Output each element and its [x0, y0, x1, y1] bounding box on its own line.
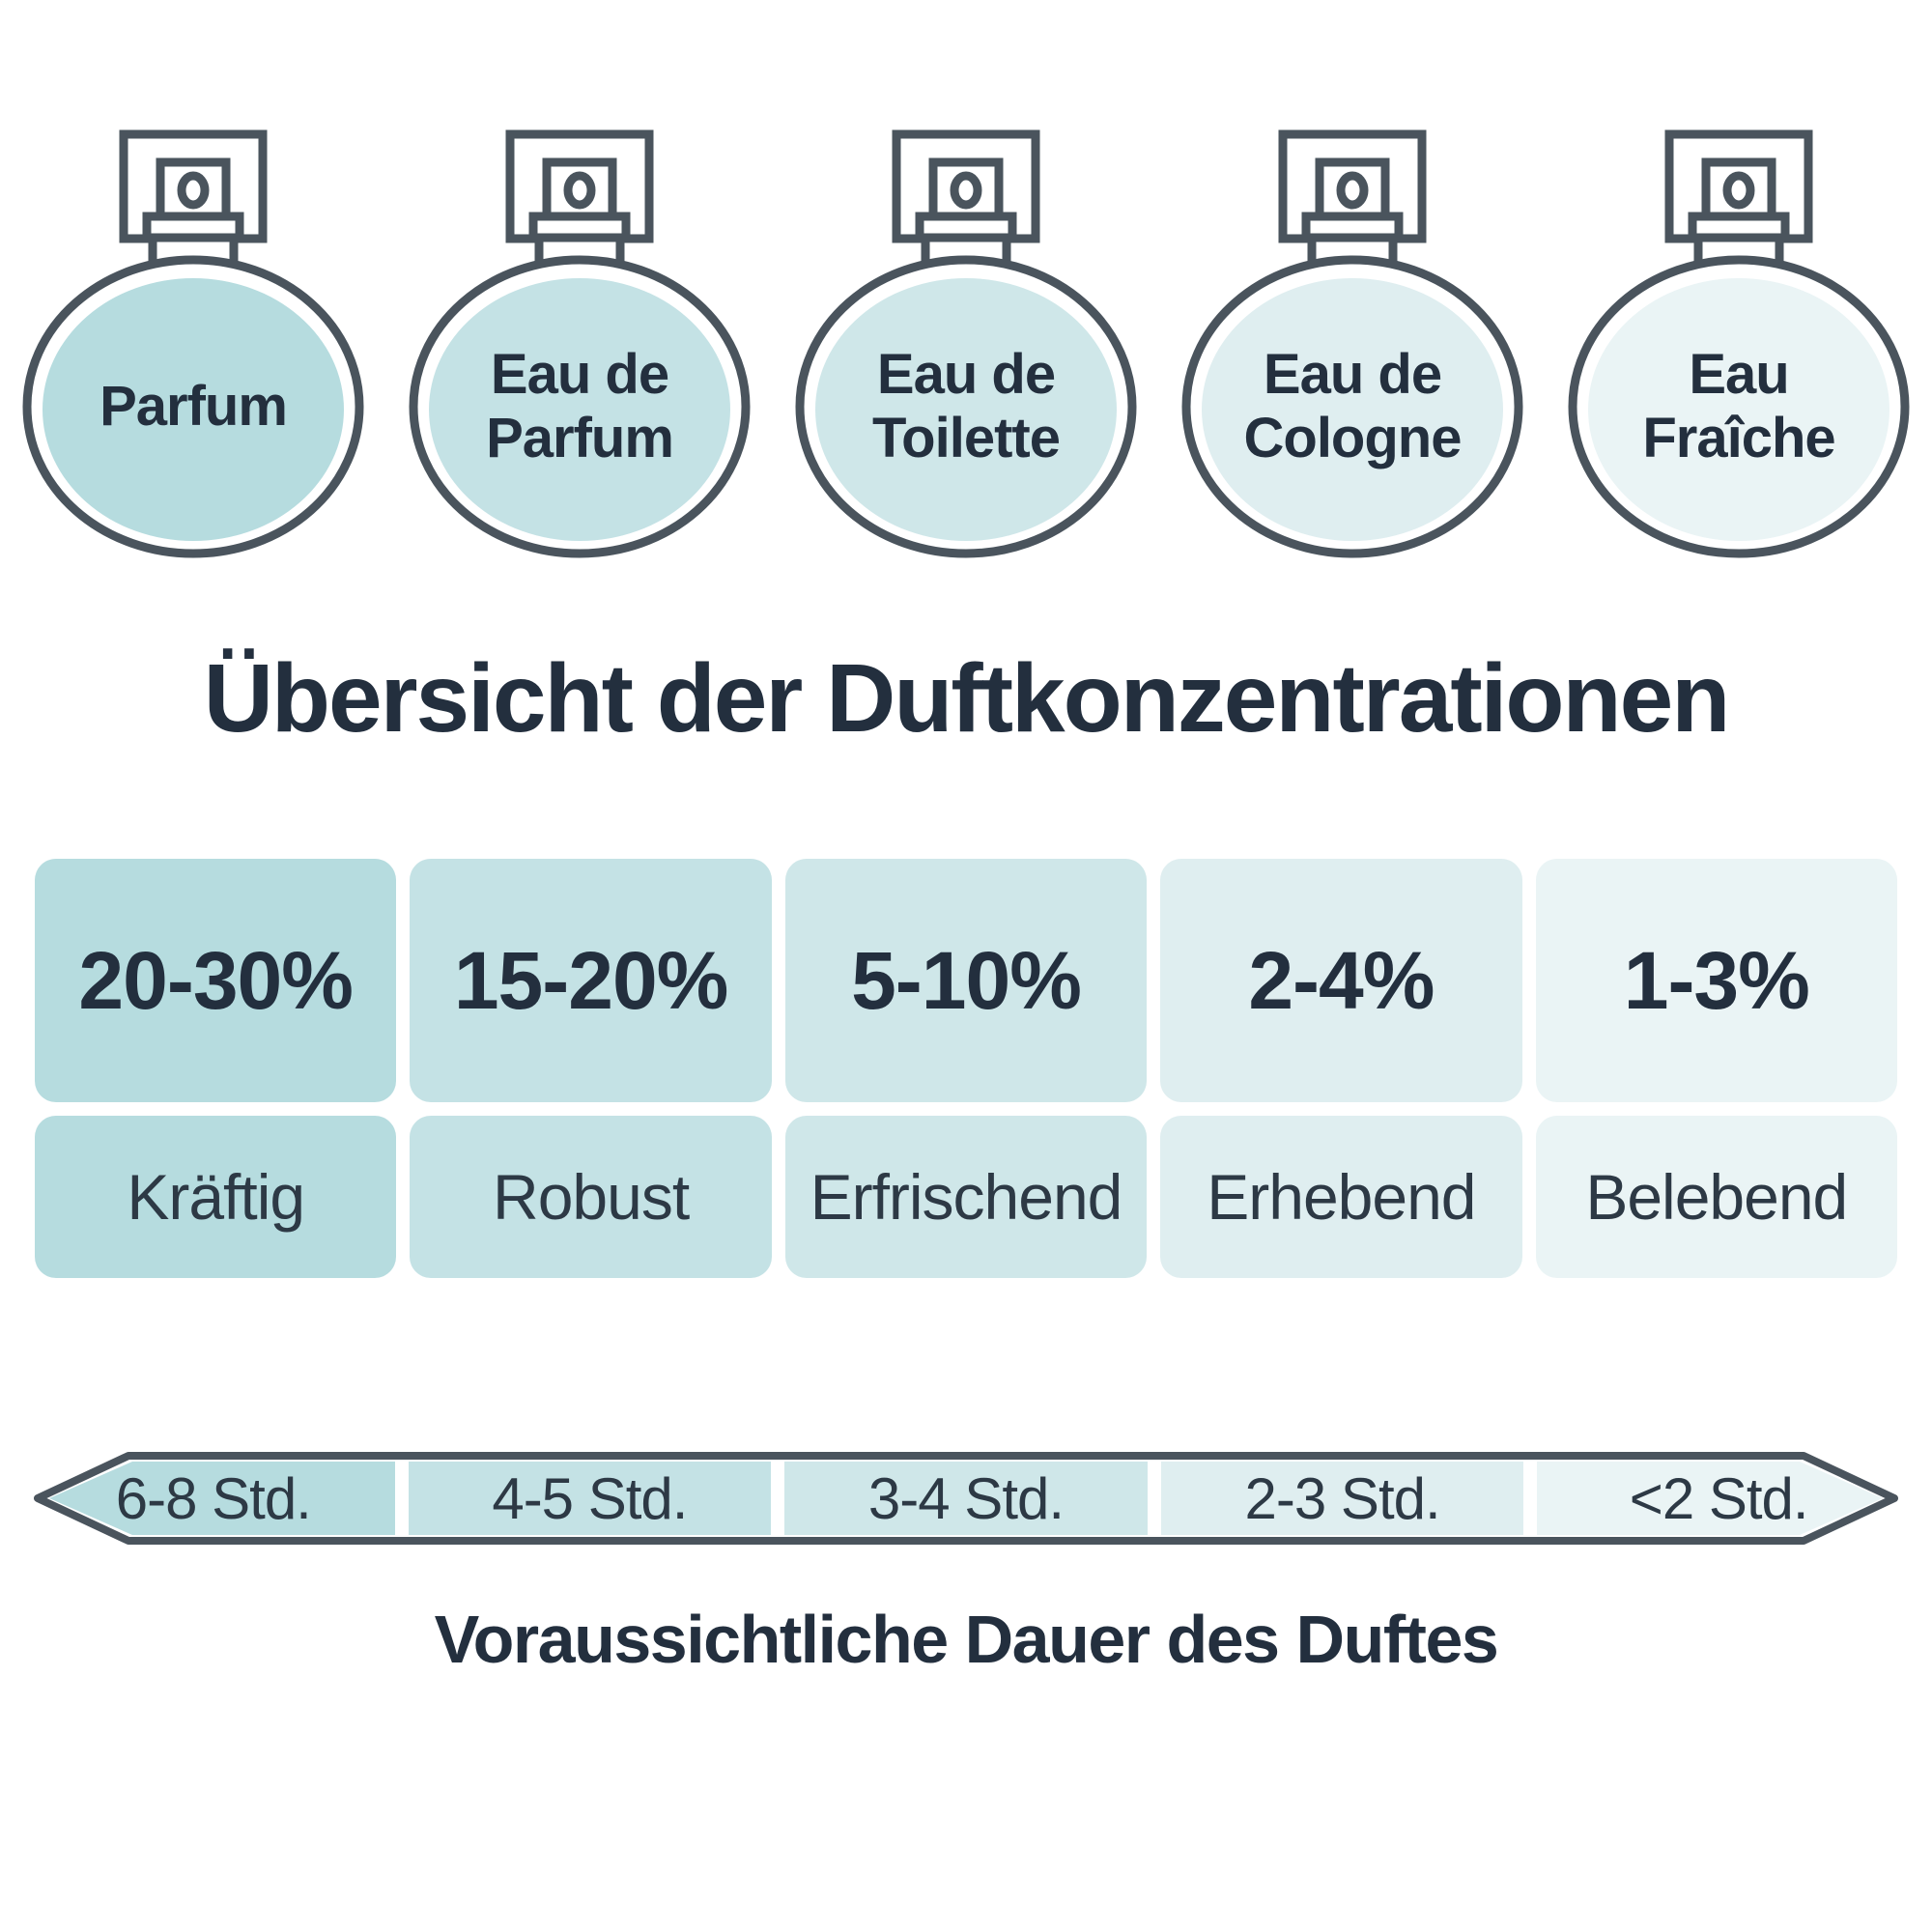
descriptor-cell: Kräftig — [35, 1116, 397, 1278]
duration-label: <2 Std. — [1629, 1465, 1809, 1531]
duration-segment — [1161, 1462, 1523, 1535]
duration-arrow: 6-8 Std. 4-5 Std. 3-4 Std. 2-3 Std. <2 S… — [32, 1446, 1900, 1550]
page-title: Übersicht der Duftkonzentrationen — [203, 644, 1731, 753]
duration-segment — [409, 1462, 771, 1535]
concentration-cell: 20-30% — [35, 859, 397, 1102]
concentration-cell: 1-3% — [1535, 859, 1897, 1102]
duration-label: 4-5 Std. — [492, 1465, 688, 1531]
descriptor-cell: Erhebend — [1160, 1116, 1522, 1278]
duration-segment — [784, 1462, 1148, 1535]
bottle-nozzle-hole — [177, 171, 210, 210]
perfume-bottle-icon — [409, 129, 751, 558]
duration-segment — [1537, 1462, 1883, 1535]
duration-arrow-shape — [34, 1452, 1898, 1545]
descriptor-row: Kräftig Robust Erfrischend Erhebend Bele… — [35, 1116, 1897, 1278]
descriptor-cell: Robust — [410, 1116, 772, 1278]
concentration-cell: 2-4% — [1160, 859, 1522, 1102]
bottle-label: Eau de Parfum — [486, 342, 674, 469]
footer-caption: Voraussichtliche Dauer des Duftes — [434, 1602, 1499, 1677]
perfume-bottle-icon — [22, 129, 364, 558]
duration-label: 3-4 Std. — [867, 1465, 1065, 1531]
concentration-cell: 15-20% — [410, 859, 772, 1102]
bottle-label: Eau de Cologne — [1243, 342, 1463, 469]
bottle-nozzle-hole — [1722, 171, 1755, 210]
bottles-row: Parfum Eau de Parfum — [0, 0, 1932, 560]
descriptor-cell: Erfrischend — [784, 1116, 1148, 1278]
bottle-label: Parfum — [99, 374, 288, 438]
duration-segment — [49, 1462, 395, 1535]
perfume-bottle-icon — [1568, 129, 1910, 558]
bottle-eau-fraiche: Eau Fraîche — [1546, 126, 1932, 560]
duration-label: 6-8 Std. — [115, 1465, 312, 1531]
bottle-liquid — [429, 278, 730, 541]
bottle-liquid — [815, 278, 1117, 541]
bottle-nozzle-hole — [563, 171, 596, 210]
bottle-eau-de-parfum: Eau de Parfum — [386, 126, 773, 560]
bottle-liquid — [1588, 278, 1889, 541]
perfume-bottle-icon — [795, 129, 1137, 558]
bottle-label: Eau de Toilette — [872, 342, 1061, 469]
perfume-bottle-icon — [1181, 129, 1523, 558]
descriptor-cell: Belebend — [1535, 1116, 1897, 1278]
bottle-liquid — [1202, 278, 1503, 541]
bottle-eau-de-cologne: Eau de Cologne — [1159, 126, 1546, 560]
bottle-eau-de-toilette: Eau de Toilette — [773, 126, 1159, 560]
duration-label: 2-3 Std. — [1244, 1465, 1441, 1531]
bottle-nozzle-hole — [950, 171, 982, 210]
bottle-parfum: Parfum — [0, 126, 386, 560]
duration-labels: 6-8 Std. 4-5 Std. 3-4 Std. 2-3 Std. <2 S… — [32, 1446, 1900, 1550]
bottle-nozzle-hole — [1336, 171, 1369, 210]
concentration-cell: 5-10% — [784, 859, 1148, 1102]
concentration-row: 20-30% 15-20% 5-10% 2-4% 1-3% — [35, 859, 1897, 1102]
bottle-label: Eau Fraîche — [1642, 342, 1835, 469]
bottle-liquid — [43, 278, 344, 541]
